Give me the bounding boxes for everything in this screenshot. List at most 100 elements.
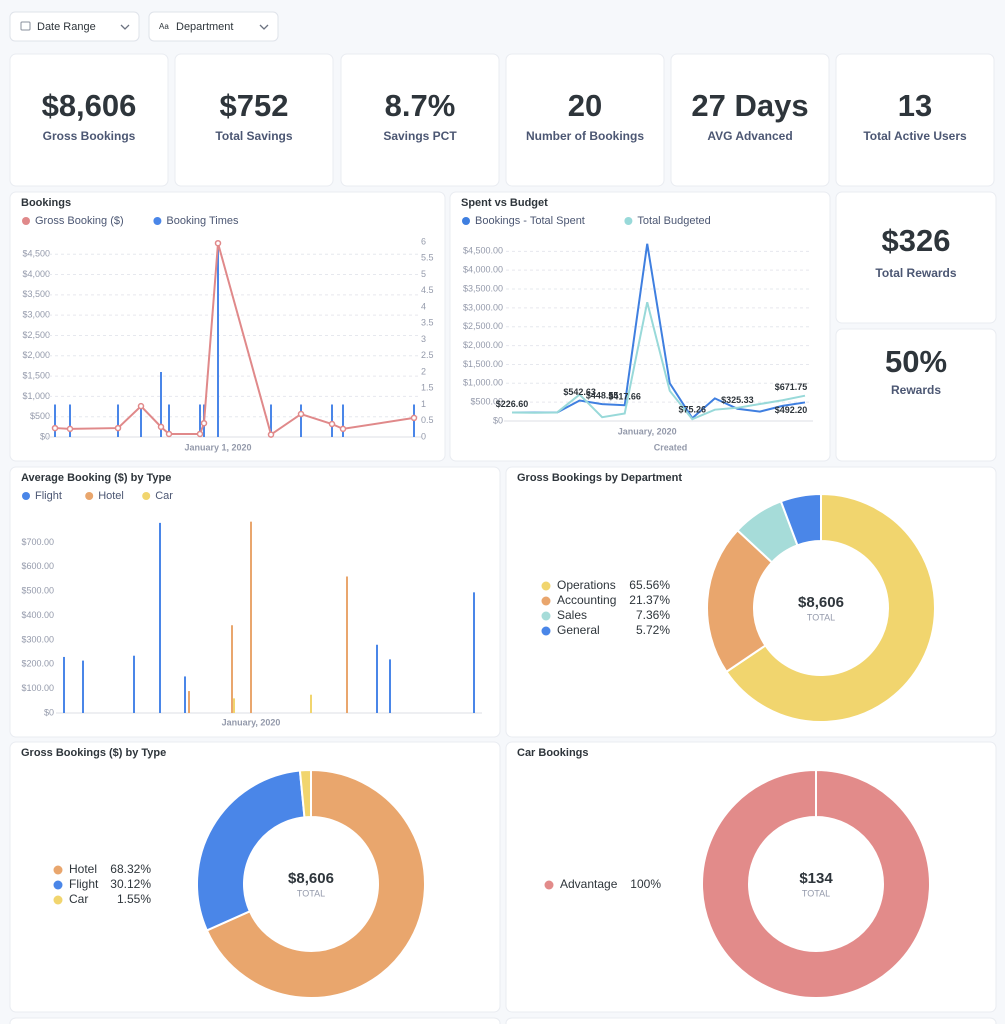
point [66, 425, 74, 433]
bar [168, 404, 170, 437]
point [214, 239, 222, 247]
chevron [120, 24, 130, 30]
legend-dot [53, 865, 63, 875]
point [267, 431, 275, 438]
kpi-value: 13 [898, 88, 932, 123]
legend-dot [541, 611, 551, 621]
donut-slice [779, 492, 822, 547]
point [410, 414, 418, 422]
kpi-value: $8,606 [42, 88, 137, 123]
bar [184, 676, 186, 713]
bar [54, 404, 56, 437]
card [9, 1017, 501, 1024]
legend-label: Hotel [98, 490, 124, 502]
data-label: $542.63 [563, 387, 596, 397]
legend-label: Operations [557, 578, 616, 592]
legend-value: 1.55% [117, 892, 151, 906]
card [9, 191, 446, 462]
y-tick-label: $2,500 [22, 330, 50, 340]
bar [217, 242, 219, 437]
card [340, 53, 500, 187]
legend-value: 30.12% [110, 877, 151, 891]
y-tick-label: $500 [30, 411, 50, 421]
kpi-value: 27 Days [691, 88, 808, 123]
y-tick-label: $1,000 [22, 391, 50, 401]
donut-slice [196, 769, 306, 932]
x-tick-label: January 1, 2020 [184, 442, 251, 452]
legend-dot [53, 880, 63, 890]
y2-tick-label: 1 [421, 399, 426, 409]
legend-value: 100% [630, 877, 661, 891]
bar [310, 694, 312, 713]
data-label: $492.20 [775, 405, 808, 415]
kpi-value: $752 [220, 88, 289, 123]
filter-label[interactable]: Date Range [37, 21, 96, 33]
donut-slice [205, 768, 426, 999]
kpi-value: 50% [885, 344, 947, 379]
y-tick-label: $1,500 [22, 370, 50, 380]
bar [160, 372, 162, 437]
bar [233, 698, 235, 713]
kpi-label: Number of Bookings [526, 129, 644, 143]
bar [270, 404, 272, 437]
y-tick-label: $1,500.00 [463, 359, 503, 369]
y2-tick-label: 3.5 [421, 318, 434, 328]
data-label: $417.66 [608, 392, 641, 402]
filter-dropdown[interactable] [9, 11, 140, 42]
y-tick-label: $2,000.00 [463, 340, 503, 350]
chart-title: Bookings [21, 197, 71, 209]
kpi-label: Total Rewards [875, 266, 956, 280]
legend-label: Flight [69, 877, 99, 891]
donut-slice [725, 492, 936, 723]
point [196, 430, 204, 438]
kpi-label: Total Active Users [863, 129, 967, 143]
x-axis-title: Created [654, 442, 688, 452]
kpi-label: Total Savings [215, 129, 292, 143]
series-line [54, 242, 415, 437]
legend-label: Flight [35, 490, 62, 502]
donut-total: $8,606 [288, 870, 334, 887]
data-label: $448.55 [586, 390, 619, 400]
legend-dot [142, 492, 151, 500]
point [114, 424, 122, 432]
y2-tick-label: 4.5 [421, 285, 434, 295]
point [165, 430, 173, 438]
legend-dot [544, 880, 554, 890]
kpi-label: Savings PCT [383, 129, 457, 143]
bar [250, 521, 252, 713]
bar [473, 592, 475, 713]
kpi-value: $326 [882, 223, 951, 258]
bar [346, 576, 348, 713]
y-tick-label: $4,500.00 [463, 246, 503, 256]
card [9, 53, 169, 187]
y-tick-label: $0 [44, 707, 54, 717]
y2-tick-label: 4 [421, 301, 426, 311]
point [157, 423, 165, 431]
card [835, 328, 997, 462]
bar [389, 659, 391, 713]
aa-icon: Aa [159, 22, 169, 31]
chart-title: Spent vs Budget [461, 197, 548, 209]
legend-value: 68.32% [110, 862, 151, 876]
kpi-label: Gross Bookings [43, 129, 136, 143]
y-tick-label: $500.00 [21, 586, 54, 596]
card [505, 53, 665, 187]
y-tick-label: $3,000.00 [463, 302, 503, 312]
legend-value: 65.56% [629, 578, 670, 592]
legend-label: Total Budgeted [637, 215, 710, 227]
legend-label: Booking Times [166, 215, 239, 227]
card [835, 191, 997, 324]
chart-title: Average Booking ($) by Type [21, 472, 171, 484]
filter-label[interactable]: Department [176, 21, 233, 33]
donut-total-label: TOTAL [297, 888, 325, 898]
bar [342, 404, 344, 437]
y2-tick-label: 1.5 [421, 383, 434, 393]
legend-value: 5.72% [636, 623, 670, 637]
y2-tick-label: 0.5 [421, 415, 434, 425]
legend-dot [53, 895, 63, 905]
card [174, 53, 334, 187]
kpi-value: 20 [568, 88, 602, 123]
y-tick-label: $4,500 [22, 249, 50, 259]
filter-dropdown[interactable] [148, 11, 279, 42]
donut-total: $8,606 [798, 594, 844, 611]
